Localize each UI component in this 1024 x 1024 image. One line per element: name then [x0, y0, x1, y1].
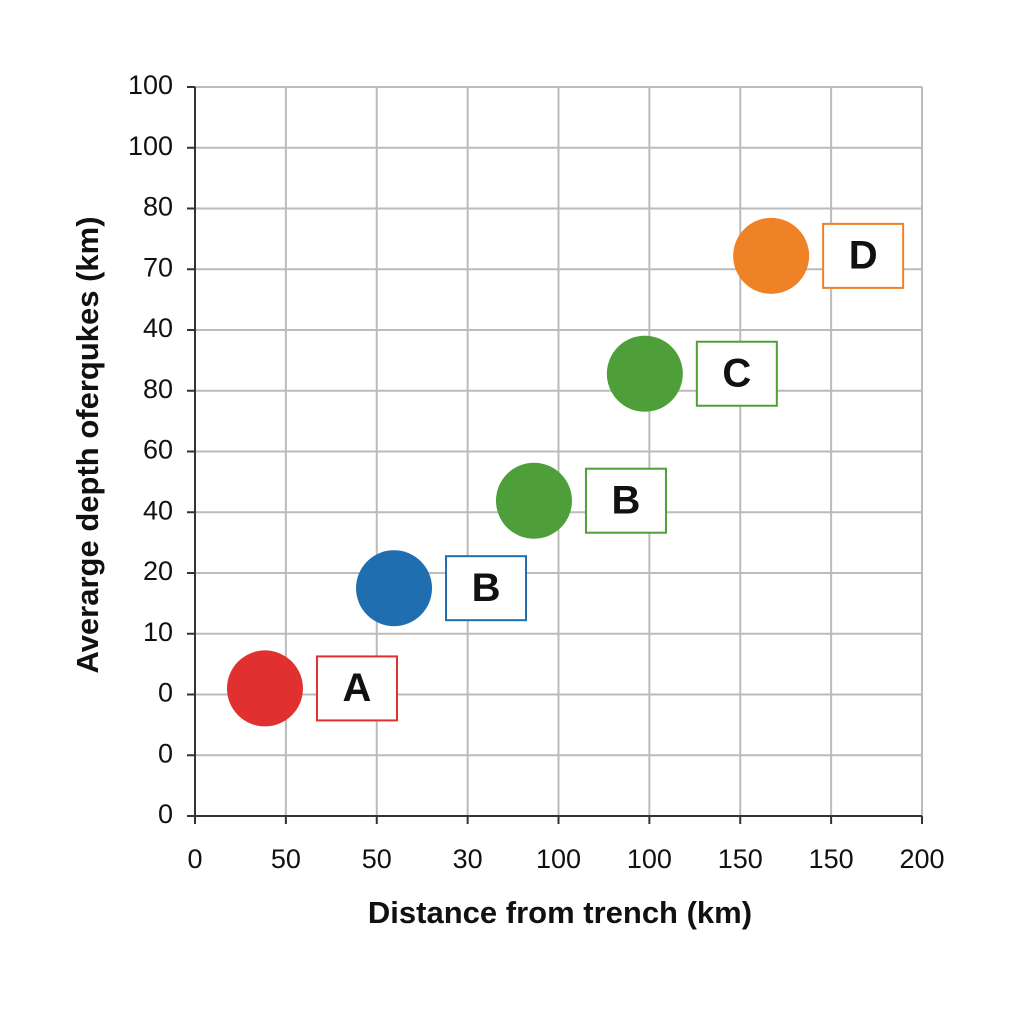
point [356, 550, 433, 627]
x-tick-label: 150 [809, 844, 854, 874]
label-box [584, 467, 667, 534]
x-tick-label: 30 [453, 844, 483, 874]
label-box [315, 655, 398, 722]
y-tick-label: 70 [143, 252, 173, 282]
point [733, 217, 810, 294]
y-tick-label: 0 [158, 738, 173, 768]
point-label: B [472, 566, 501, 610]
label-box [445, 555, 528, 622]
y-tick-label: 80 [143, 192, 173, 222]
point-label: A [343, 666, 372, 710]
label-box [822, 222, 905, 289]
y-tick-label: 10 [143, 617, 173, 647]
label-box [695, 340, 778, 407]
x-tick-label: 100 [627, 844, 672, 874]
x-tick-label: 100 [536, 844, 581, 874]
x-tick-label: 50 [271, 844, 301, 874]
point [226, 650, 303, 727]
y-tick-label: 60 [143, 435, 173, 465]
x-tick-label: 50 [362, 844, 392, 874]
x-tick-label: 200 [899, 844, 944, 874]
y-tick-label: 80 [143, 374, 173, 404]
point [495, 462, 572, 539]
y-tick-label: 100 [128, 70, 173, 100]
y-tick-label: 100 [128, 131, 173, 161]
point-label: B [612, 478, 641, 522]
y-tick-label: 0 [158, 799, 173, 829]
x-axis-title: Distance from trench (km) [368, 895, 752, 930]
point-label: C [722, 351, 751, 395]
point-label: D [849, 233, 878, 277]
y-tick-label: 0 [158, 678, 173, 708]
y-tick-label: 40 [143, 313, 173, 343]
y-tick-label: 40 [143, 495, 173, 525]
point [606, 335, 683, 412]
x-tick-label: 150 [718, 844, 763, 874]
y-axis-title: Averarge depth oferqukes (km) [70, 216, 105, 673]
y-tick-label: 20 [143, 556, 173, 586]
x-tick-label: 0 [187, 844, 202, 874]
